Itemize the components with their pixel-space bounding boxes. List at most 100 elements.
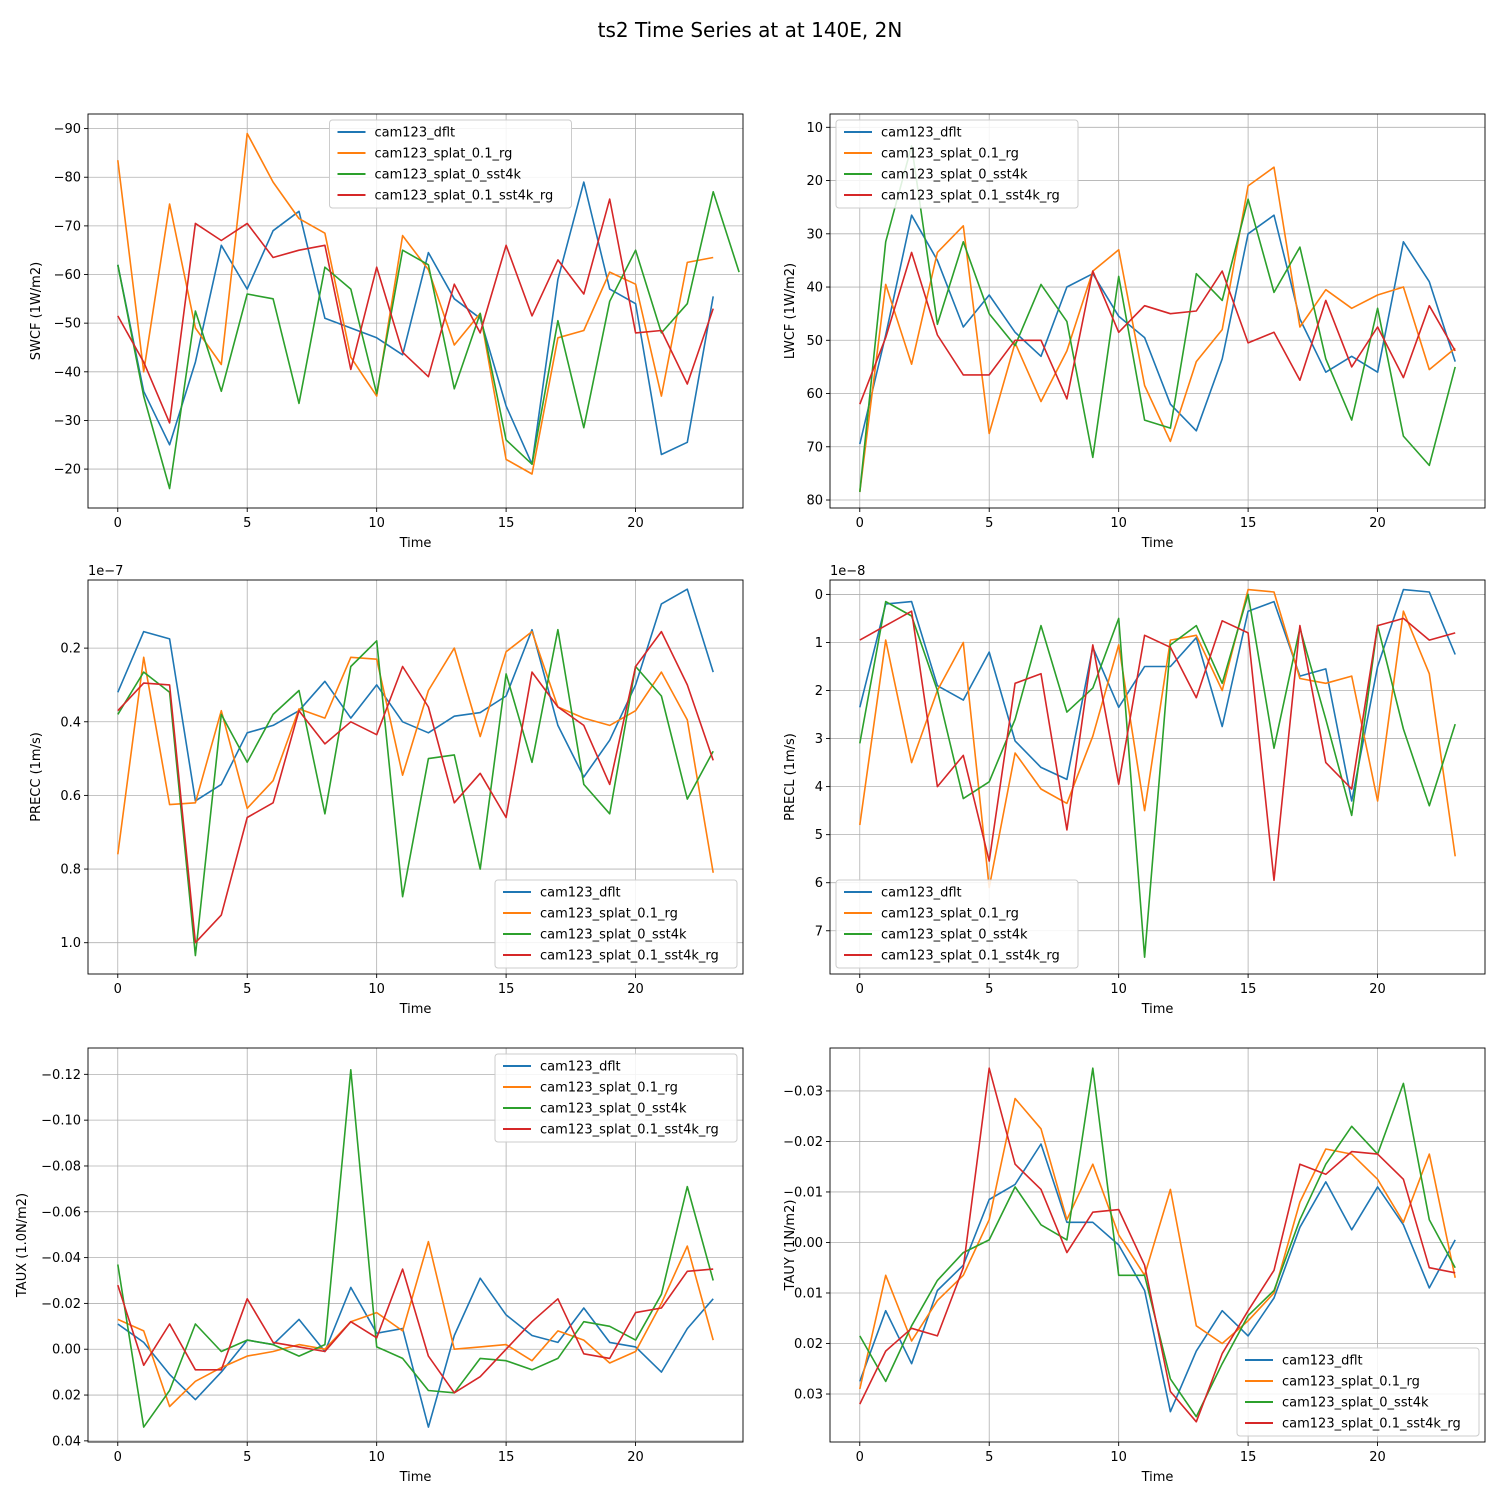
y-tick-label: 0 xyxy=(815,588,823,603)
y-tick-label: −0.02 xyxy=(783,1135,823,1150)
axes-frame xyxy=(829,113,1486,509)
y-tick-label: −60 xyxy=(54,268,81,283)
x-tick-label: 10 xyxy=(1110,982,1127,997)
y-tick-label: 0.00 xyxy=(52,1343,81,1358)
x-tick-label: 15 xyxy=(1240,516,1257,531)
legend-label: cam123_splat_0_sst4k xyxy=(375,168,522,183)
y-tick-label: 30 xyxy=(806,227,823,242)
legend-label: cam123_splat_0.1_rg xyxy=(540,1081,678,1096)
y-tick-label: 0.8 xyxy=(60,863,81,878)
y-tick-label: −40 xyxy=(54,365,81,380)
y-tick-label: 1.0 xyxy=(60,936,81,951)
x-tick-label: 15 xyxy=(498,1450,515,1465)
legend-label: cam123_dflt xyxy=(881,886,962,901)
y-tick-label: −0.06 xyxy=(41,1205,81,1220)
series-line-cam123_splat_0.1_sst4k_rg xyxy=(859,1067,1456,1423)
y-tick-label: 0.00 xyxy=(794,1236,823,1251)
y-tick-label: 0.6 xyxy=(60,789,81,804)
y-tick-label: 20 xyxy=(806,174,823,189)
x-tick-label: 10 xyxy=(368,982,385,997)
y-tick-label: −30 xyxy=(54,414,81,429)
x-tick-label: 20 xyxy=(1369,1450,1386,1465)
axis-offset-text: 1e−8 xyxy=(830,564,865,579)
y-tick-label: 80 xyxy=(806,494,823,509)
x-tick-label: 5 xyxy=(243,516,251,531)
y-axis-label: PRECL (1m/s) xyxy=(783,733,798,821)
series-lines xyxy=(117,1069,714,1428)
y-tick-label: 50 xyxy=(806,334,823,349)
x-tick-label: 10 xyxy=(368,516,385,531)
x-tick-label: 5 xyxy=(243,982,251,997)
series-line-cam123_splat_0.1_rg xyxy=(117,132,714,475)
x-axis-label: Time xyxy=(1141,1002,1174,1017)
legend-label: cam123_splat_0.1_sst4k_rg xyxy=(375,189,554,204)
x-tick-label: 0 xyxy=(856,982,864,997)
x-tick-label: 15 xyxy=(1240,982,1257,997)
subplot-6: 0 5 10 15 20 −0.03 −0.02 −0.01 0.00 0.01 0.02 0.03 T… xyxy=(783,1047,1486,1485)
grid xyxy=(830,1048,1485,1442)
y-tick-label: 60 xyxy=(806,387,823,402)
y-tick-label: 0.02 xyxy=(52,1389,81,1404)
y-tick-label: 0.4 xyxy=(60,715,81,730)
x-tick-label: 20 xyxy=(627,516,644,531)
x-tick-label: 5 xyxy=(985,1450,993,1465)
x-tick-label: 20 xyxy=(627,982,644,997)
y-tick-label: −50 xyxy=(54,317,81,332)
y-tick-label: 0.2 xyxy=(60,642,81,657)
subplot-3: 0 5 10 15 20 0.2 0.4 0.6 0.8 1.0 Time PRECC (1m/s) 1… xyxy=(29,564,744,1017)
legend-box xyxy=(494,1053,738,1143)
series-line-cam123_splat_0.1_rg xyxy=(859,588,1456,889)
legend-label: cam123_splat_0_sst4k xyxy=(540,1102,687,1117)
y-tick-label: −90 xyxy=(54,122,81,137)
legend-label: cam123_splat_0.1_rg xyxy=(1282,1375,1420,1390)
y-tick-label: −0.08 xyxy=(41,1159,81,1174)
legend-label: cam123_dflt xyxy=(1282,1354,1363,1369)
y-axis-label: LWCF (1W/m2) xyxy=(783,263,798,359)
x-tick-label: 20 xyxy=(1369,516,1386,531)
legend: cam123_dflt cam123_splat_0.1_rg cam123_spl… xyxy=(835,879,1079,969)
x-tick-label: 15 xyxy=(498,516,515,531)
series-lines xyxy=(859,588,1456,959)
y-axis-label: PRECC (1m/s) xyxy=(29,732,44,822)
y-tick-label: 0.04 xyxy=(52,1434,81,1449)
figure-title: ts2 Time Series at at 140E, 2N xyxy=(598,18,903,42)
series-line-cam123_splat_0.1_sst4k_rg xyxy=(117,630,714,944)
y-tick-label: 3 xyxy=(815,732,823,747)
subplots: 0 5 10 15 20−90−80−70−60−50−40−30−20TimeSWCF… xyxy=(15,113,1486,1485)
series-line-cam123_splat_0_sst4k xyxy=(117,628,714,957)
y-tick-label: −0.01 xyxy=(783,1185,823,1200)
legend-label: cam123_splat_0_sst4k xyxy=(540,928,687,943)
axis-offset-text: 1e−7 xyxy=(88,564,123,579)
y-tick-label: −0.03 xyxy=(783,1084,823,1099)
series-lines xyxy=(859,145,1456,493)
legend-box xyxy=(1236,1347,1480,1437)
y-tick-label: 0.03 xyxy=(794,1388,823,1403)
x-tick-label: 0 xyxy=(114,982,122,997)
y-tick-label: 7 xyxy=(815,924,823,939)
x-tick-label: 20 xyxy=(627,1450,644,1465)
y-tick-label: 40 xyxy=(806,281,823,296)
legend: cam123_dflt cam123_splat_0.1_rg cam123_spl… xyxy=(835,119,1079,209)
y-tick-label: −0.10 xyxy=(41,1114,81,1129)
x-tick-label: 5 xyxy=(243,1450,251,1465)
x-axis-label: Time xyxy=(399,1002,432,1017)
y-tick-label: −20 xyxy=(54,463,81,478)
x-axis-label: Time xyxy=(399,536,432,551)
x-tick-label: 10 xyxy=(368,1450,385,1465)
legend-label: cam123_dflt xyxy=(375,126,456,141)
y-tick-label: 5 xyxy=(815,828,823,843)
x-tick-label: 5 xyxy=(985,516,993,531)
series-line-cam123_splat_0.1_sst4k_rg xyxy=(859,251,1456,405)
legend: cam123_dflt cam123_splat_0.1_rg cam123_spl… xyxy=(1236,1347,1480,1437)
x-tick-label: 10 xyxy=(1110,1450,1127,1465)
legend-label: cam123_splat_0.1_rg xyxy=(375,147,513,162)
legend-label: cam123_dflt xyxy=(540,886,621,901)
axes-frame xyxy=(829,1047,1486,1443)
legend-label: cam123_splat_0_sst4k xyxy=(881,168,1028,183)
x-tick-label: 0 xyxy=(114,516,122,531)
x-tick-label: 15 xyxy=(498,982,515,997)
subplot-5: 0 5 10 15 20 −0.12 −0.10 −0.08 −0.06 −0.04 −0.02 0.… xyxy=(15,1047,744,1485)
series-line-cam123_dflt xyxy=(117,1277,714,1428)
x-tick-label: 0 xyxy=(856,1450,864,1465)
series-line-cam123_dflt xyxy=(859,1143,1456,1413)
